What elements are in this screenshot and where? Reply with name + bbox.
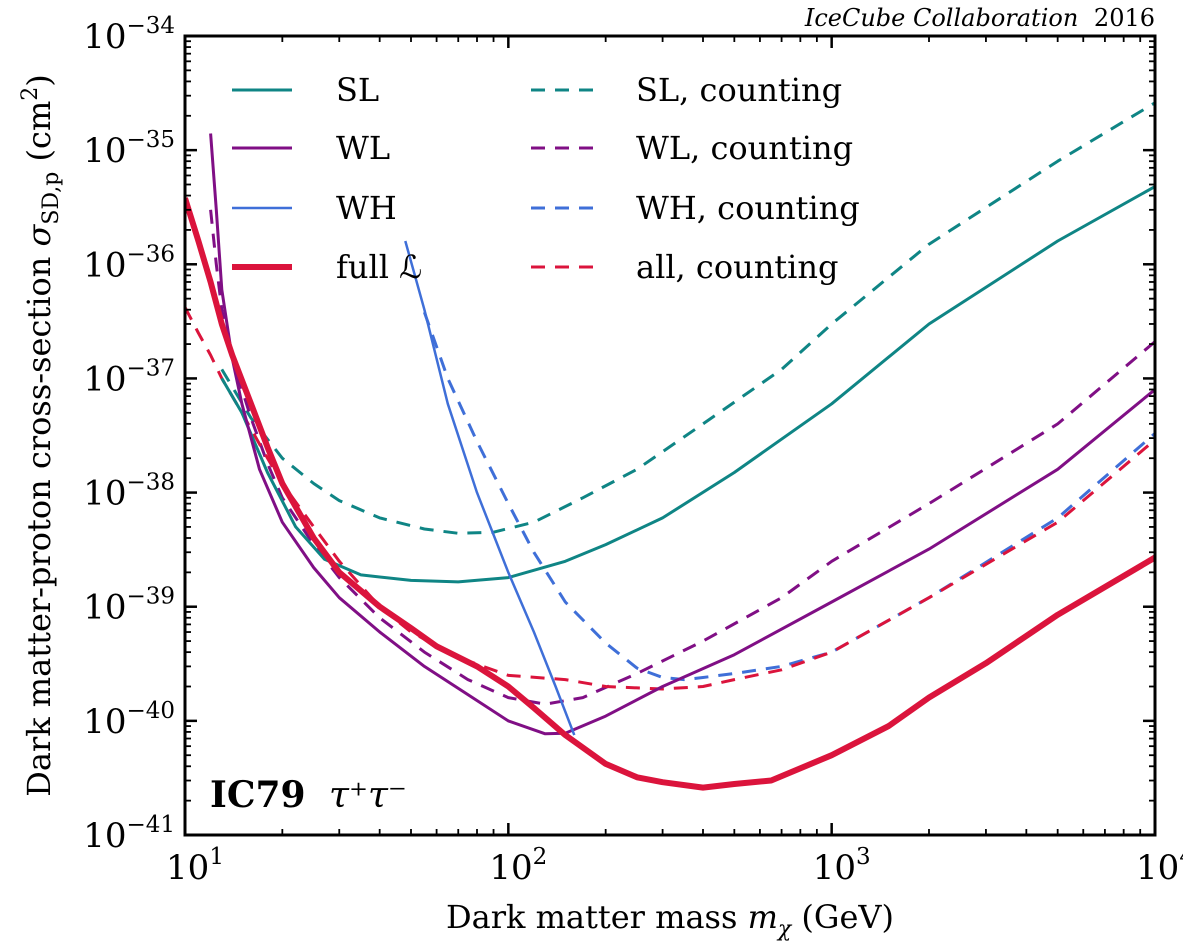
credit-label: IceCube Collaboration 2016 — [804, 4, 1155, 32]
x-tick-label-exponent: 4 — [1179, 844, 1183, 870]
x-axis-title-sub: χ — [776, 917, 793, 942]
y-tick-label-base: 10 — [83, 245, 126, 285]
x-axis-title-post: (GeV) — [791, 898, 894, 936]
y-tick-label-exponent: −40 — [126, 698, 175, 724]
y-tick-label: 10−40 — [83, 698, 175, 742]
legend-label-sl: SL — [336, 71, 379, 109]
dataset-annotation-bold: IC79 — [210, 774, 306, 816]
y-tick-label: 10−37 — [83, 355, 175, 399]
y-tick-label-exponent: −37 — [126, 355, 175, 381]
series-line-wh — [404, 240, 576, 736]
series-line-wl — [209, 133, 1155, 736]
x-tick-label-exponent: 2 — [533, 844, 548, 870]
legend-label-wh: WH — [336, 189, 397, 227]
y-tick-label-base: 10 — [83, 588, 126, 628]
x-axis-title-pre: Dark matter mass — [446, 898, 748, 936]
series-line-sl-counting — [220, 101, 1155, 535]
y-tick-label-exponent: −34 — [126, 13, 175, 39]
y-tick-label: 10−34 — [83, 13, 175, 57]
series-line-sl — [220, 185, 1155, 584]
series-line-wl-counting — [209, 209, 1155, 706]
y-tick-label-exponent: −36 — [126, 241, 175, 267]
y-tick-label-exponent: −35 — [126, 127, 175, 153]
y-tick-label: 10−39 — [83, 584, 175, 628]
legend-label-all-counting: all, counting — [636, 248, 838, 286]
y-tick-label-base: 10 — [83, 131, 126, 171]
y-tick-label: 10−35 — [83, 127, 175, 171]
series-layer — [185, 101, 1155, 791]
y-tick-label-base: 10 — [83, 702, 126, 742]
x-axis-title-symbol: m — [748, 898, 778, 936]
x-tick-label: 103 — [813, 844, 871, 888]
legend-label-full: full ℒ — [336, 248, 422, 286]
x-tick-label-base: 10 — [166, 848, 209, 888]
x-tick-label-exponent: 3 — [856, 844, 871, 870]
y-tick-label-exponent: −38 — [126, 470, 175, 496]
y-tick-label-exponent: −39 — [126, 584, 175, 610]
x-tick-label-base: 10 — [489, 848, 532, 888]
y-axis-title-pre: Dark matter-proton cross-section — [20, 246, 58, 796]
y-tick-label-base: 10 — [83, 359, 126, 399]
y-tick-label-base: 10 — [83, 474, 126, 514]
y-axis-title-symbol: σ — [20, 223, 58, 246]
y-tick-label-base: 10 — [83, 17, 126, 57]
legend-label-sl-counting: SL, counting — [636, 71, 842, 109]
dataset-annotation: IC79 τ⁺τ⁻ — [210, 774, 407, 816]
x-tick-label: 104 — [1136, 844, 1183, 888]
y-axis-title-close: ) — [20, 74, 58, 86]
x-tick-label-exponent: 1 — [209, 844, 224, 870]
x-tick-label-base: 10 — [1136, 848, 1179, 888]
plot-frame — [183, 34, 1157, 837]
y-tick-label: 10−36 — [83, 241, 175, 285]
series-line-full — [185, 197, 1155, 791]
x-axis-title: Dark matter mass mχ (GeV) — [446, 898, 894, 942]
x-tick-label-base: 10 — [813, 848, 856, 888]
x-tick-label: 102 — [489, 844, 547, 888]
y-tick-label: 10−41 — [83, 812, 175, 856]
credit-year: 2016 — [1094, 4, 1155, 32]
ticks-layer: 10110210310410−4110−4010−3910−3810−3710−… — [83, 13, 1183, 888]
y-axis-title-sub: SD,p — [39, 172, 64, 225]
legend-label-wh-counting: WH, counting — [636, 189, 860, 227]
y-tick-label: 10−38 — [83, 470, 175, 514]
credit-name: IceCube Collaboration — [804, 4, 1078, 32]
y-tick-label-base: 10 — [83, 816, 126, 856]
dataset-annotation-channel: τ⁺τ⁻ — [329, 775, 407, 816]
legend-label-wl-counting: WL, counting — [636, 129, 853, 167]
y-axis-title-sup: 2 — [18, 87, 43, 101]
y-tick-label-exponent: −41 — [126, 812, 175, 838]
y-axis-title-post: (cm — [20, 101, 58, 172]
legend-label-wl: WL — [336, 129, 390, 167]
y-axis-title: Dark matter-proton cross-section σSD,p (… — [18, 74, 64, 797]
legend: SL WL WH full ℒ SL, counting WL, counting WH, … — [232, 71, 860, 286]
x-tick-label: 101 — [166, 844, 224, 888]
